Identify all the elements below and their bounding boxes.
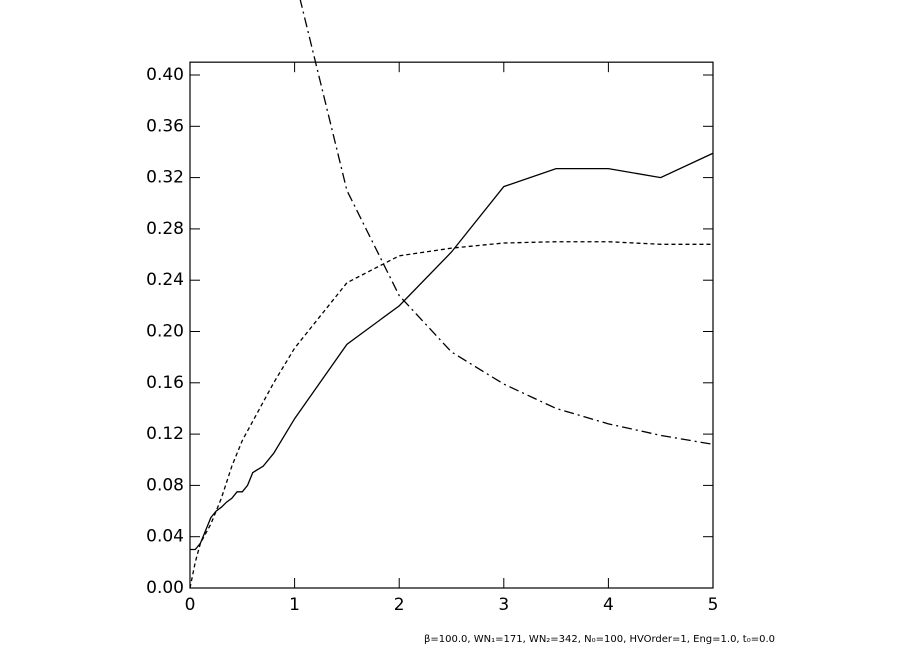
plot-frame <box>189 61 714 589</box>
footer-note: β=100.0, WN₁=171, WN₂=342, N₀=100, HVOrd… <box>424 634 775 645</box>
x-tick-label: 3 <box>498 595 509 615</box>
y-tick-label: 0.08 <box>146 475 184 495</box>
x-tick-label: 5 <box>708 595 719 615</box>
data-line <box>190 152 714 551</box>
y-tick-label: 0.40 <box>146 65 184 85</box>
y-tick-label: 0.32 <box>146 168 184 188</box>
x-tick-label: 2 <box>394 595 405 615</box>
y-tick-label: 0.28 <box>146 219 184 239</box>
y-tick-label: 0.36 <box>146 116 184 136</box>
data-line <box>299 0 714 446</box>
data-line <box>189 241 713 589</box>
y-tick-label: 0.16 <box>146 373 184 393</box>
y-tick-label: 0.00 <box>146 578 184 598</box>
y-tick-label: 0.12 <box>146 424 184 444</box>
y-tick-label: 0.04 <box>146 527 184 547</box>
y-tick-label: 0.20 <box>146 322 184 342</box>
y-tick-label: 0.24 <box>146 270 184 290</box>
x-tick-label: 1 <box>289 595 300 615</box>
x-tick-label: 0 <box>185 595 196 615</box>
x-tick-label: 4 <box>603 595 614 615</box>
